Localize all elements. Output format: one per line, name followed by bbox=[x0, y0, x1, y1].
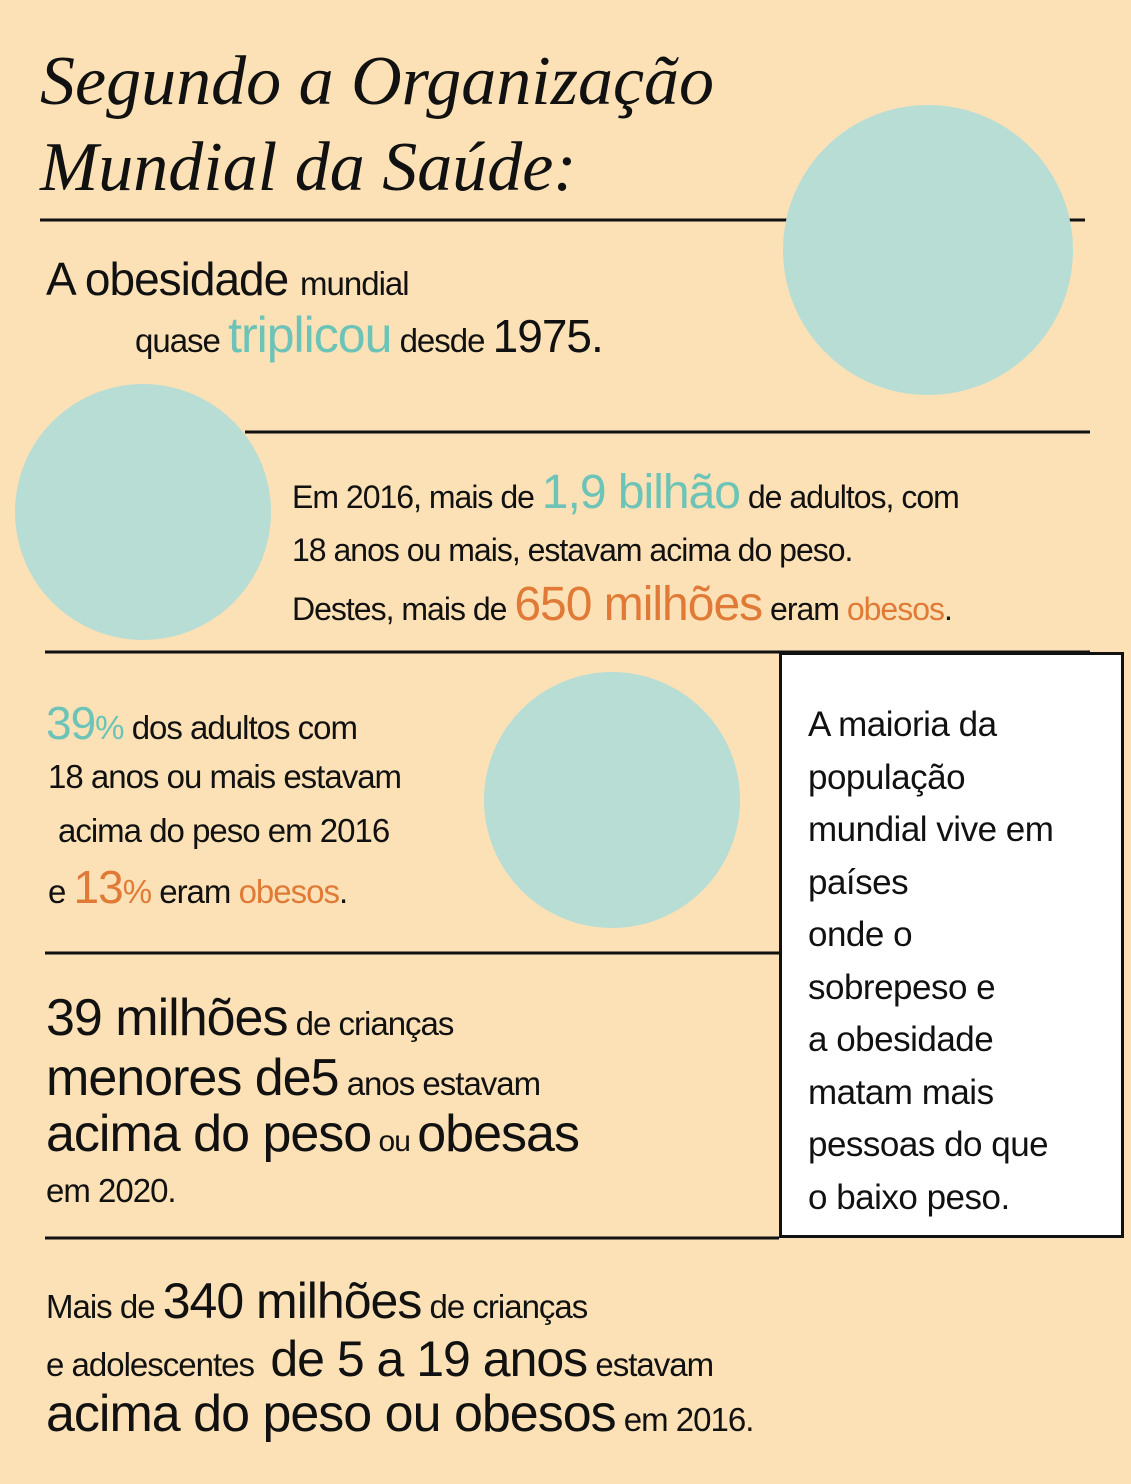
text: Destes, mais de bbox=[292, 591, 507, 627]
text: 13 bbox=[73, 861, 124, 913]
sidebar-line: matam mais bbox=[808, 1072, 994, 1112]
text: dos adultos com bbox=[131, 709, 358, 746]
text: obesas bbox=[417, 1105, 580, 1163]
fact: acima do peso ou obesas bbox=[46, 1104, 580, 1164]
text: 1,9 bilhão bbox=[541, 466, 741, 519]
sidebar-line: mundial vive em bbox=[808, 810, 1054, 849]
text: anos estavam bbox=[346, 1065, 541, 1102]
text: % bbox=[122, 873, 152, 910]
sidebar-line: o baixo peso. bbox=[808, 1177, 1010, 1217]
text: mundial bbox=[300, 265, 410, 302]
circle bbox=[15, 384, 271, 640]
sidebar-line: população bbox=[808, 757, 966, 797]
text: menores de bbox=[46, 1049, 312, 1107]
fact: e adolescentes de 5 a 19 anos estavam bbox=[46, 1330, 714, 1388]
text: triplicou bbox=[228, 307, 392, 363]
circle bbox=[783, 105, 1073, 395]
fact: 39 milhões de crianças bbox=[46, 988, 455, 1048]
title: Segundo a Organização bbox=[40, 43, 715, 120]
text: acima do peso em 2016 bbox=[58, 812, 390, 849]
text: de crianças bbox=[429, 1288, 589, 1325]
text: de crianças bbox=[295, 1005, 455, 1042]
fact: A obesidade mundial bbox=[46, 252, 410, 306]
sidebar-line: países bbox=[808, 862, 909, 902]
text: de adultos, com bbox=[747, 479, 960, 515]
text: 39 milhões bbox=[46, 989, 288, 1047]
text: de 5 a 19 anos bbox=[270, 1331, 588, 1387]
circle bbox=[484, 672, 740, 928]
sidebar-line: a obesidade bbox=[808, 1020, 994, 1059]
text: quase bbox=[135, 322, 221, 359]
text: em 2016. bbox=[623, 1401, 755, 1438]
sidebar-line: pessoas do que bbox=[808, 1125, 1049, 1164]
sidebar-line: sobrepeso e bbox=[808, 967, 996, 1007]
text: obesos bbox=[238, 873, 340, 910]
text: eram bbox=[770, 591, 840, 627]
text: desde bbox=[399, 322, 486, 359]
text: em 2020. bbox=[46, 1172, 177, 1209]
sidebar-line: onde o bbox=[808, 915, 913, 954]
text: ou bbox=[378, 1125, 411, 1158]
fact: Destes, mais de 650 milhões eram obesos. bbox=[292, 577, 953, 632]
text: . bbox=[944, 591, 953, 627]
fact: 39% dos adultos com bbox=[46, 696, 358, 750]
text: 18 anos ou mais, estavam acima do peso. bbox=[292, 532, 853, 568]
text: 18 anos ou mais estavam bbox=[48, 758, 402, 795]
fact: Mais de 340 milhões de crianças bbox=[46, 1272, 589, 1330]
text: acima do peso ou obesos bbox=[46, 1385, 617, 1443]
text: acima do peso bbox=[46, 1105, 372, 1163]
text: % bbox=[95, 709, 124, 746]
text: estavam bbox=[595, 1346, 714, 1383]
text: . bbox=[339, 873, 348, 910]
text: 650 milhões bbox=[514, 578, 763, 631]
text: 340 milhões bbox=[162, 1273, 423, 1329]
fact: menores de5 anos estavam bbox=[46, 1048, 541, 1108]
text: 39 bbox=[46, 697, 96, 749]
text: e adolescentes bbox=[46, 1346, 255, 1383]
title: Mundial da Saúde: bbox=[40, 129, 577, 206]
fact: quase triplicou desde 1975. bbox=[135, 306, 604, 364]
text: 5 bbox=[310, 1049, 340, 1107]
fact: Em 2016, mais de 1,9 bilhão de adultos, … bbox=[292, 465, 960, 520]
sidebar: A maioria da população mundial vive em país… bbox=[779, 652, 1124, 1238]
sidebar-line: A maioria da bbox=[808, 705, 997, 744]
fact: e 13% eram obesos. bbox=[48, 860, 348, 914]
text: Mais de bbox=[46, 1288, 156, 1325]
text: A obesidade bbox=[46, 253, 289, 305]
text: eram bbox=[159, 873, 231, 910]
fact: acima do peso ou obesos em 2016. bbox=[46, 1384, 755, 1444]
text: e bbox=[48, 873, 66, 910]
text: Em 2016, mais de bbox=[292, 479, 535, 515]
text: obesos bbox=[846, 591, 945, 627]
text: 1975. bbox=[492, 310, 604, 362]
